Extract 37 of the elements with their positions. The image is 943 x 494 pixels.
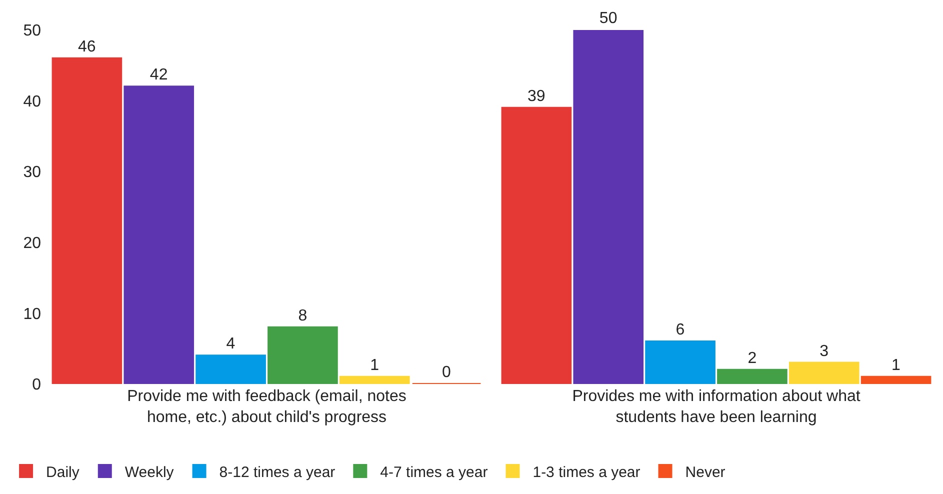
bar xyxy=(573,30,644,384)
legend-label: 8-12 times a year xyxy=(219,464,336,481)
x-tick-label: Provide me with feedback (email, notes home, etc.) about child's progress xyxy=(127,388,406,426)
y-tick-label: 50 xyxy=(23,22,42,40)
data-label: 1 xyxy=(370,356,380,374)
y-tick-label: 0 xyxy=(32,376,42,394)
data-label: 39 xyxy=(528,88,546,105)
data-label: 4 xyxy=(226,336,236,353)
bar xyxy=(124,86,194,384)
data-label: 8 xyxy=(298,307,308,324)
data-label: 6 xyxy=(676,322,685,339)
y-tick-label: 40 xyxy=(23,93,42,110)
bar xyxy=(196,354,266,384)
data-label: 46 xyxy=(78,38,96,56)
bar xyxy=(339,376,410,384)
y-tick-label: 20 xyxy=(23,235,42,252)
legend-label: Weekly xyxy=(124,464,174,481)
legend-label: Daily xyxy=(46,464,80,481)
bar xyxy=(645,340,716,384)
y-tick-label: 30 xyxy=(23,164,42,182)
data-label: 50 xyxy=(599,10,618,27)
data-label: 3 xyxy=(820,342,829,360)
bar xyxy=(268,326,338,384)
data-label: 0 xyxy=(442,364,452,381)
y-tick-label: 10 xyxy=(23,306,42,323)
bar xyxy=(52,57,122,384)
legend-label: 1-3 times a year xyxy=(532,464,640,481)
bar xyxy=(788,362,860,384)
data-label: 2 xyxy=(748,350,757,367)
bar xyxy=(860,376,932,384)
bar xyxy=(501,106,572,384)
data-label: 42 xyxy=(150,66,168,84)
x-tick-label: Provides me with information about what students have been learning xyxy=(572,388,861,426)
data-label: 1 xyxy=(892,356,901,374)
bar xyxy=(717,368,788,384)
legend-label: Never xyxy=(685,464,726,481)
legend-label: 4-7 times a year xyxy=(380,464,488,481)
